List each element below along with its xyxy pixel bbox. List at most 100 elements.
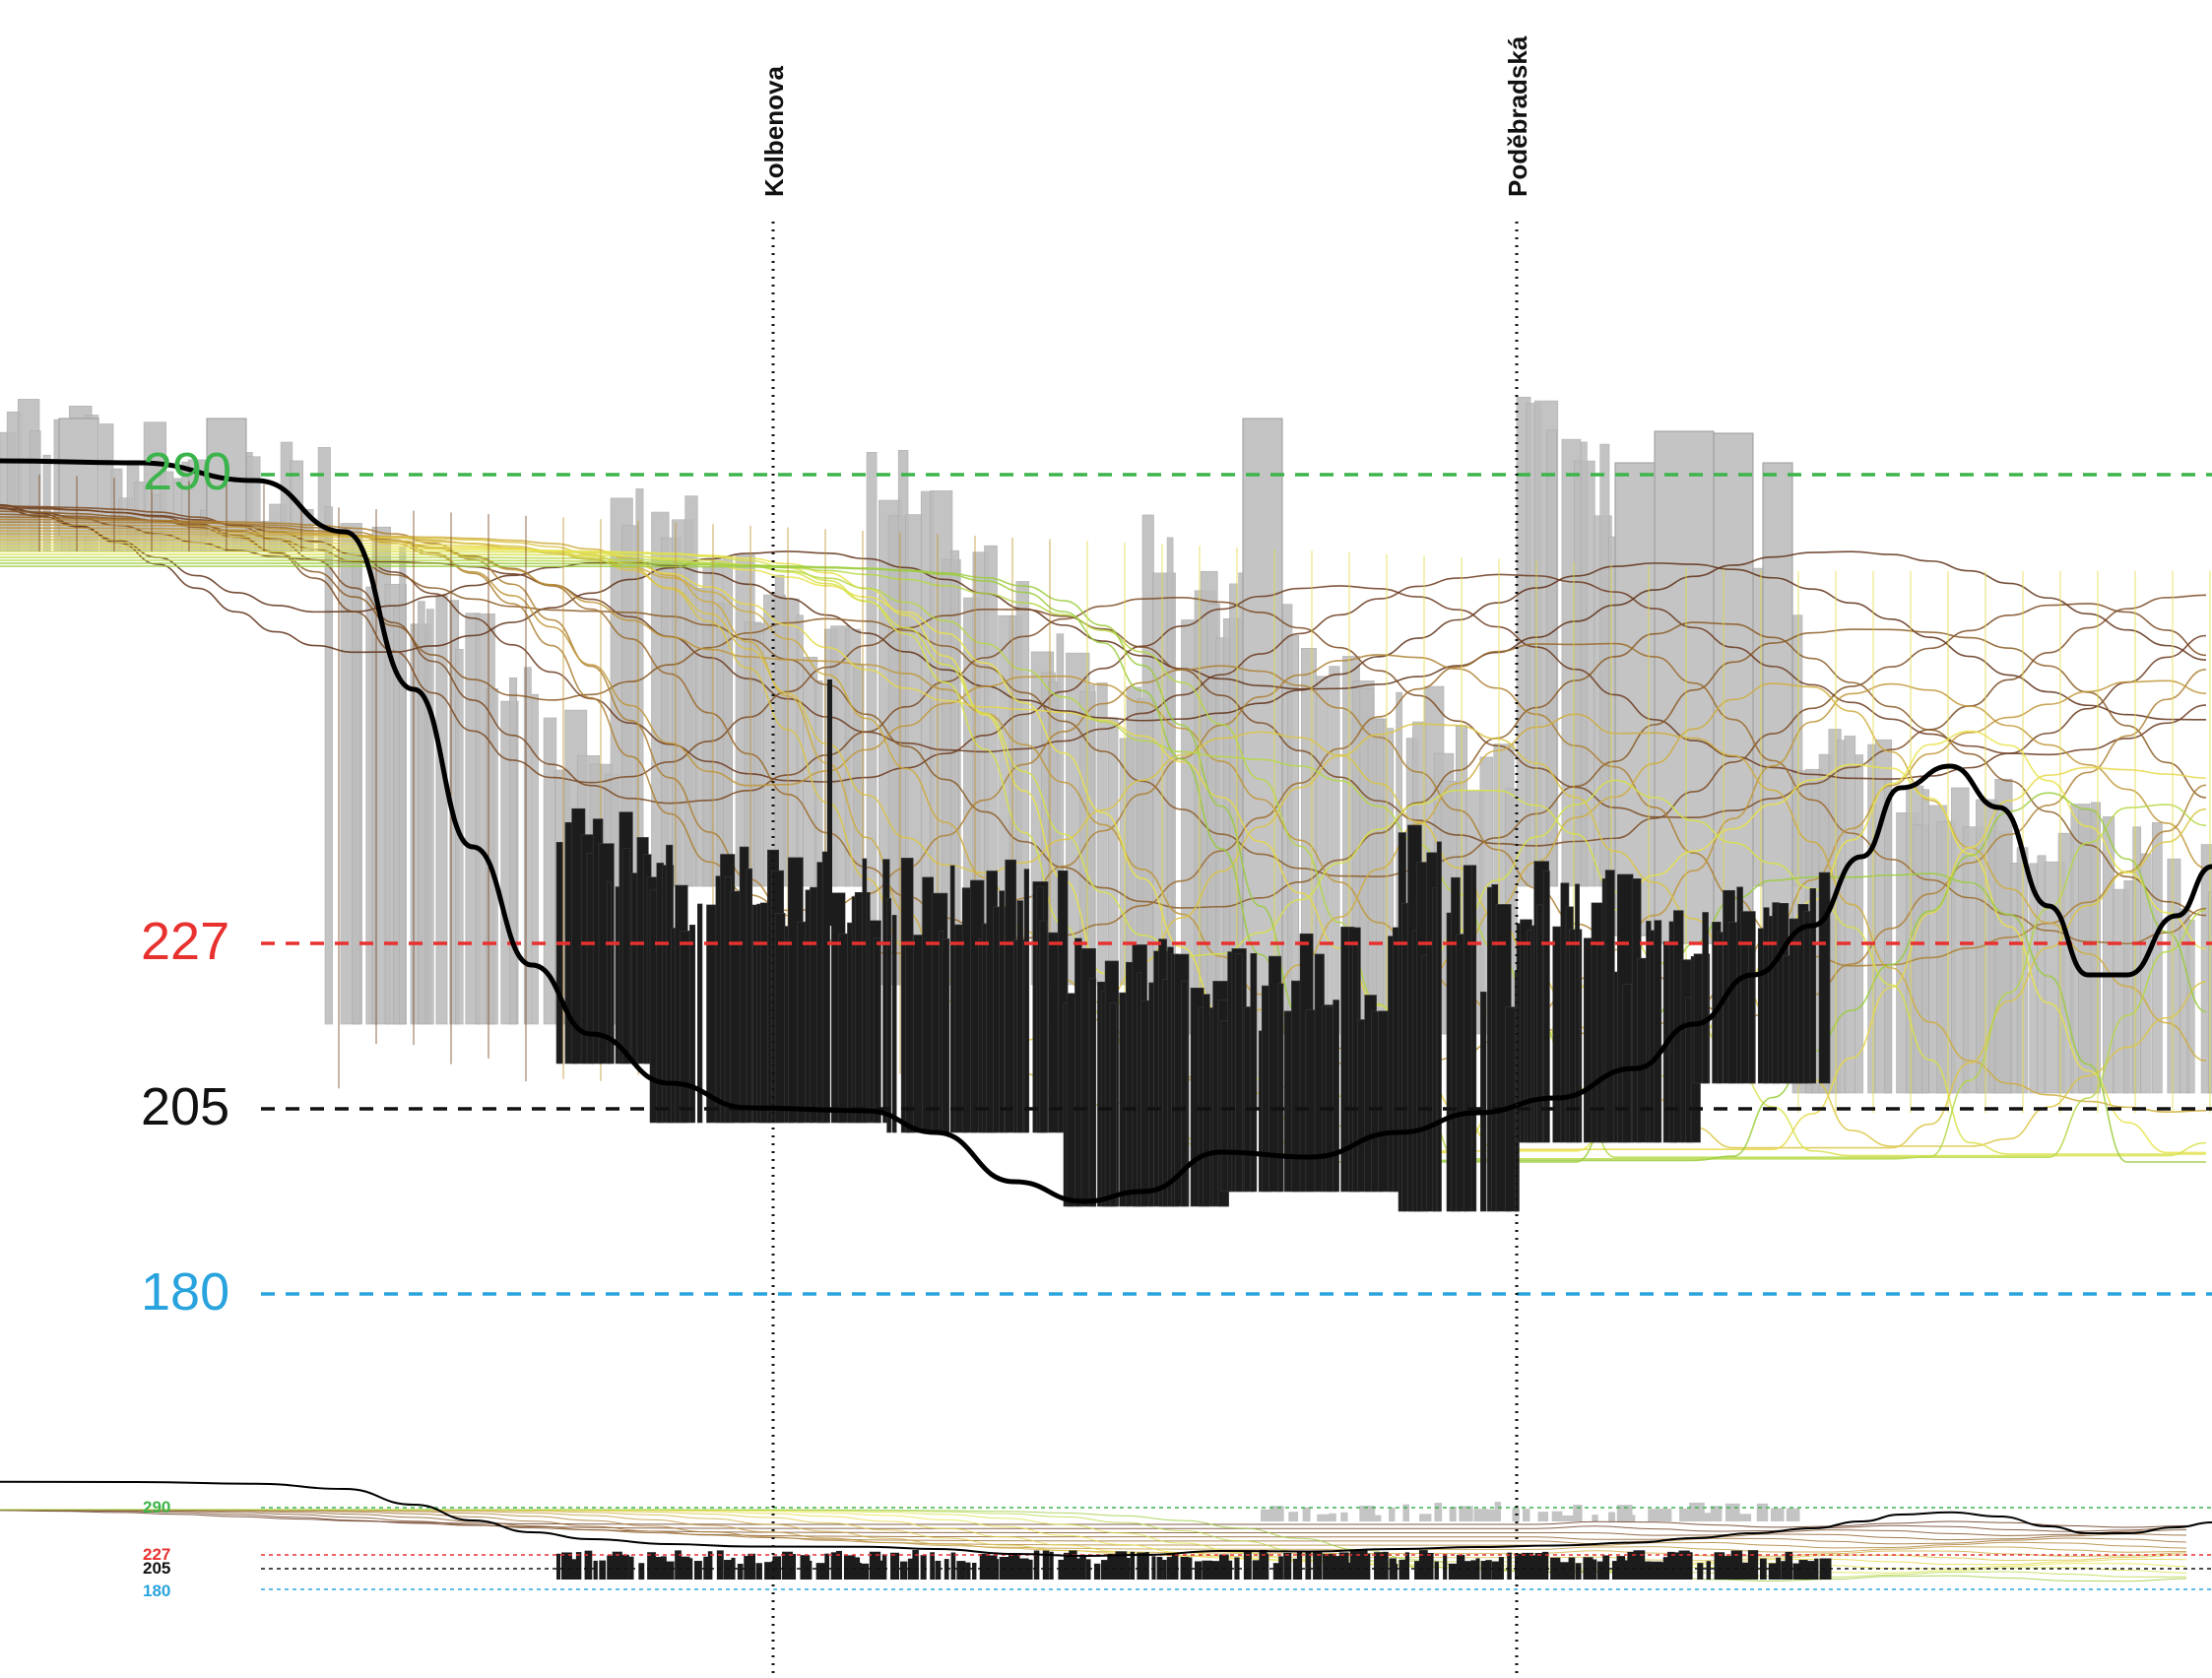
mini-dark-building [1124, 1558, 1131, 1580]
mini-gray-building [1689, 1502, 1705, 1521]
dark-building [1685, 997, 1692, 1143]
mini-gray-building [1701, 1513, 1712, 1521]
mini-dark-building [1753, 1551, 1759, 1580]
mini-dark-building [791, 1554, 797, 1580]
mini-dark-building [1414, 1561, 1421, 1580]
mini-dark-building [1252, 1560, 1261, 1580]
mini-dark-building [1343, 1562, 1351, 1580]
mini-dark-building [748, 1553, 755, 1580]
dark-building [696, 903, 703, 1124]
gray-building [723, 557, 734, 887]
gray-tower [1762, 462, 1793, 976]
dark-building [821, 851, 830, 1124]
mini-dark-building [1349, 1550, 1361, 1580]
dark-building [555, 842, 563, 1065]
mini-dark-building [1485, 1560, 1492, 1580]
dark-building [873, 937, 881, 1124]
mini-dark-building [1042, 1550, 1050, 1580]
mini-dark-building [824, 1553, 830, 1580]
dark-building [949, 865, 955, 1133]
dark-building [1235, 953, 1243, 1193]
dark-building [1088, 978, 1097, 1207]
mini-dark-building [1219, 1554, 1229, 1580]
terrain-line [0, 516, 2207, 945]
mini-dark-building [869, 1551, 881, 1580]
gray-building [418, 601, 425, 1025]
mini-dark-building [1559, 1562, 1570, 1580]
gray-building [1599, 443, 1610, 887]
mini-gray-building [1359, 1506, 1376, 1521]
mini-gray-building [1786, 1508, 1800, 1521]
mini-dark-building [1747, 1550, 1759, 1580]
street-label-kolbenova: Kolbenova [759, 66, 789, 197]
mini-dark-building [1328, 1553, 1336, 1580]
terrain-line [0, 536, 2207, 1147]
mini-dark-building [772, 1556, 782, 1580]
mini-dark-building [1323, 1554, 1334, 1580]
gray-building [324, 506, 333, 1025]
dark-spire [827, 679, 832, 926]
mini-dark-building [979, 1553, 990, 1580]
terrain-line [0, 510, 2207, 877]
level-label-180: 180 [141, 1262, 229, 1322]
mini-dark-building [680, 1556, 690, 1580]
mini-dark-building [1434, 1561, 1439, 1580]
dark-building [942, 938, 950, 1133]
mini-dark-building [1069, 1550, 1077, 1580]
mini-dark-building [836, 1550, 842, 1580]
mini-gray-building [1616, 1505, 1633, 1521]
mini-dark-building [1404, 1552, 1410, 1580]
mini-dark-building [920, 1555, 927, 1580]
mini-dark-building [1611, 1561, 1621, 1580]
mini-dark-building [1162, 1559, 1167, 1580]
mini-gray-building [1434, 1503, 1443, 1521]
mini-dark-building [830, 1552, 839, 1580]
mini-gray-building [1389, 1507, 1396, 1521]
mini-dark-building [1658, 1562, 1666, 1580]
mini-dark-building [1798, 1560, 1808, 1580]
mini-dark-building [1651, 1561, 1662, 1580]
mini-dark-building [724, 1560, 735, 1580]
mini-dark-building [1644, 1563, 1655, 1580]
dark-building [1487, 886, 1493, 1212]
mini-gray-building [1522, 1509, 1530, 1521]
mini-dark-building [1130, 1551, 1136, 1580]
mini-dark-building [612, 1551, 622, 1580]
mini-level-label-227: 227 [143, 1545, 170, 1564]
mini-dark-building [1357, 1550, 1368, 1580]
gray-building [635, 488, 644, 887]
mini-dark-building [1491, 1561, 1502, 1580]
mini-dark-building [1596, 1561, 1605, 1580]
mini-dark-building [707, 1551, 713, 1580]
dark-building [1333, 1000, 1339, 1193]
terrain-line [0, 562, 2207, 1162]
mini-dark-building [1243, 1550, 1252, 1580]
mini-dark-building [607, 1555, 618, 1580]
mini-dark-building [1792, 1563, 1800, 1580]
mini-dark-building [1058, 1559, 1068, 1580]
mini-dark-building [1278, 1556, 1283, 1580]
mini-dark-building [1776, 1557, 1782, 1580]
mini-dark-building [593, 1560, 598, 1580]
mini-dark-building [1785, 1551, 1793, 1580]
dark-building [797, 921, 807, 1124]
mini-dark-building [1393, 1563, 1399, 1580]
mini-dark-building [737, 1563, 744, 1580]
mini-dark-building [912, 1550, 919, 1580]
dark-building [1637, 957, 1648, 1143]
dark-building [1039, 920, 1048, 1133]
mini-dark-building [1313, 1550, 1323, 1580]
mini-dark-building [1227, 1560, 1233, 1580]
main-elevation-profile-line [0, 458, 2212, 1204]
mini-dark-building [1017, 1558, 1029, 1580]
gray-building [1921, 789, 1929, 1094]
mini-dark-building [899, 1561, 908, 1580]
mini-dark-building [560, 1552, 572, 1580]
mini-gray-building [1737, 1514, 1752, 1521]
gray-building [1854, 754, 1863, 1094]
mini-dark-building [1463, 1561, 1474, 1580]
mini-dark-building [1194, 1561, 1203, 1580]
dark-building [1109, 1002, 1117, 1207]
mini-dark-building [1714, 1552, 1725, 1580]
